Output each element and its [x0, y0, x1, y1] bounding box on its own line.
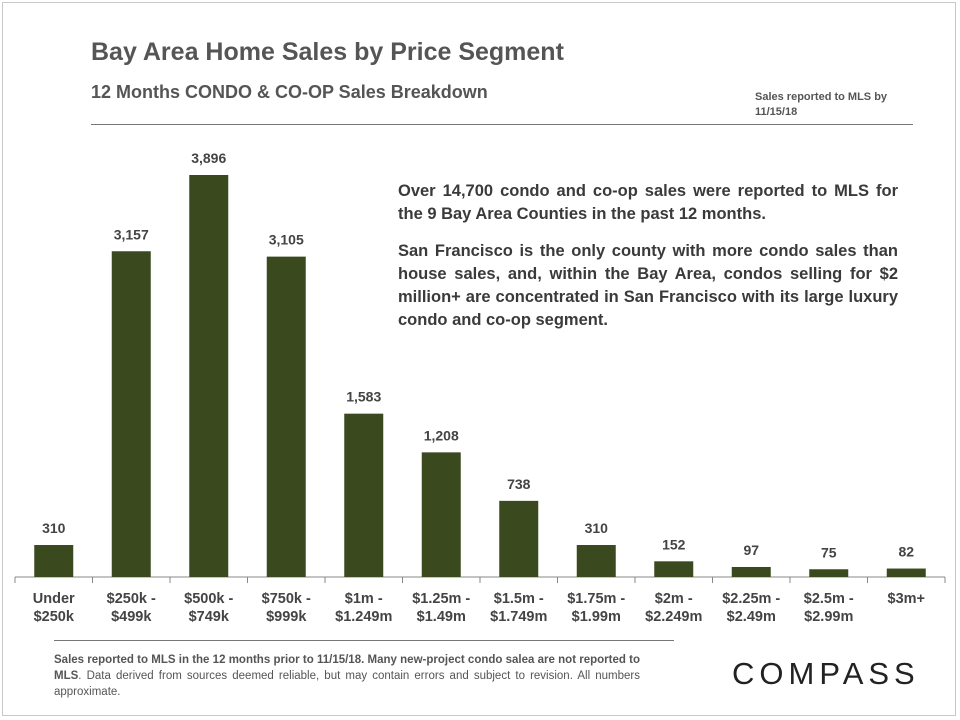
- x-tick-label: Under: [33, 591, 75, 607]
- footnote: Sales reported to MLS in the 12 months p…: [54, 652, 640, 700]
- x-tick-label: $1.5m -: [494, 591, 544, 607]
- bar: [499, 500, 539, 577]
- x-tick-label: $2.249m: [645, 609, 702, 625]
- x-tick-label: $250k -: [107, 591, 156, 607]
- x-tick-label: $1.99m: [572, 609, 621, 625]
- bar: [731, 566, 771, 577]
- x-tick-label: $749k: [189, 609, 230, 625]
- x-tick-label: $499k: [111, 609, 152, 625]
- data-label: 3,157: [114, 226, 149, 242]
- data-label: 82: [898, 544, 914, 560]
- x-tick-label: $1.749m: [490, 609, 547, 625]
- footer-divider: [54, 640, 674, 641]
- data-label: 3,896: [191, 150, 226, 166]
- x-tick-label: $1.49m: [417, 609, 466, 625]
- bar: [421, 452, 461, 577]
- x-tick-label: $2.49m: [727, 609, 776, 625]
- annotation-paragraph-1: Over 14,700 condo and co-op sales were r…: [398, 182, 898, 223]
- x-tick-label: $3m+: [888, 591, 926, 607]
- bar: [266, 256, 306, 577]
- chart-subtitle: 12 Months CONDO & CO-OP Sales Breakdown: [91, 82, 488, 102]
- x-tick-label: $2m -: [655, 591, 693, 607]
- data-label: 152: [662, 536, 686, 552]
- x-tick-label: $500k -: [184, 591, 233, 607]
- data-label: 738: [507, 476, 531, 492]
- x-tick-label: $250k: [34, 609, 75, 625]
- x-tick-label: $2.5m -: [804, 591, 854, 607]
- bar: [34, 545, 74, 577]
- bar: [344, 413, 384, 577]
- x-tick-label: $999k: [266, 609, 307, 625]
- bar: [111, 251, 151, 577]
- bar: [809, 569, 849, 577]
- x-tick-label: $2.25m -: [722, 591, 780, 607]
- x-tick-label: $1m -: [345, 591, 383, 607]
- x-tick-label: $2.99m: [804, 609, 853, 625]
- data-label: 310: [42, 520, 66, 536]
- data-label: 1,583: [346, 389, 381, 405]
- bar: [576, 545, 616, 577]
- x-tick-label: $1.249m: [335, 609, 392, 625]
- annotation-paragraph-2: San Francisco is the only county with mo…: [398, 242, 898, 329]
- header-divider: [91, 124, 913, 125]
- chart-annotation: Over 14,700 condo and co-op sales were r…: [398, 180, 898, 346]
- report-date-note: Sales reported to MLS by 11/15/18: [755, 91, 888, 118]
- x-tick-label: $1.25m -: [412, 591, 470, 607]
- bar: [654, 561, 694, 577]
- footnote-rest: . Data derived from sources deemed relia…: [54, 670, 640, 698]
- data-label: 1,208: [424, 427, 459, 443]
- chart-title: Bay Area Home Sales by Price Segment: [91, 38, 564, 66]
- x-tick-label: $750k -: [262, 591, 311, 607]
- bar: [189, 175, 229, 577]
- data-label: 3,105: [269, 232, 304, 248]
- compass-logo: COMPASS: [732, 656, 920, 691]
- data-label: 75: [821, 544, 837, 560]
- bar: [886, 568, 926, 577]
- data-label: 97: [743, 542, 759, 558]
- x-tick-label: $1.75m -: [567, 591, 625, 607]
- data-label: 310: [585, 520, 609, 536]
- footnote-bold: Sales reported to MLS in the 12 months p…: [54, 654, 640, 682]
